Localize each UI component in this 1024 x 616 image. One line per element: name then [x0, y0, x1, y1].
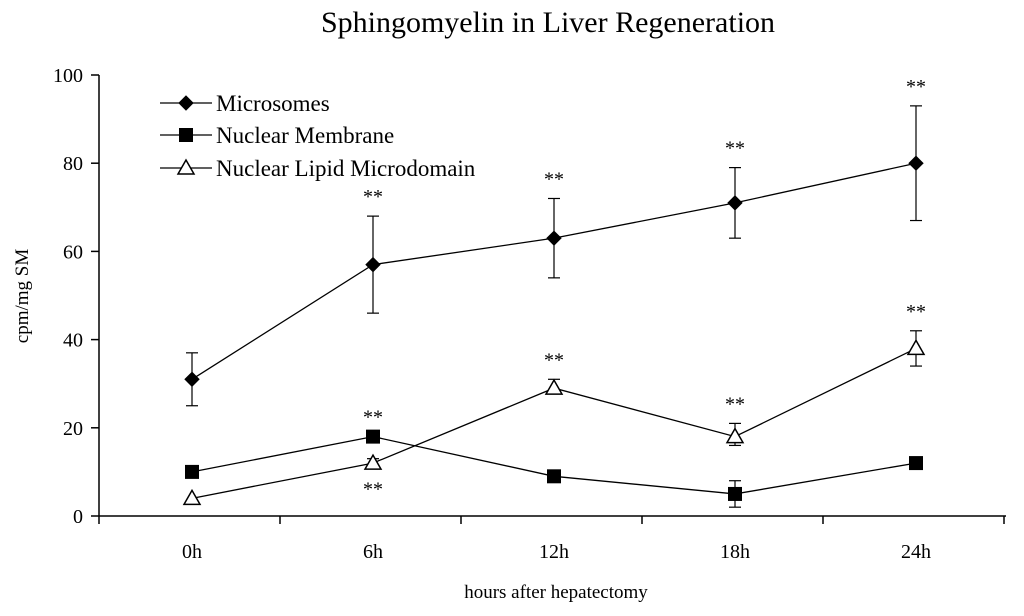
y-tick-label: 20 [63, 418, 83, 440]
data-point-diamond [546, 230, 562, 246]
y-tick-label: 40 [63, 330, 83, 352]
legend-label: Nuclear Membrane [216, 123, 394, 148]
axes: 0 20 40 60 80 100 0h 6h 12h 18h 24h [53, 65, 1006, 563]
legend-item-diamond: Microsomes [160, 91, 330, 116]
y-tick-label: 80 [63, 153, 83, 175]
series-triangle-open: ** ** ** ** [182, 301, 926, 506]
significance-marker: ** [363, 186, 383, 208]
series-layer: ** ** ** ** ** ** ** ** ** [182, 76, 926, 508]
x-tick-label: 18h [720, 541, 750, 563]
data-point-triangle-open [363, 453, 383, 470]
x-tick-label: 24h [901, 541, 931, 563]
y-tick-label: 100 [53, 65, 83, 87]
legend-item-triangle-open: Nuclear Lipid Microdomain [160, 156, 476, 181]
series-line [191, 435, 917, 495]
data-point-square [547, 469, 561, 484]
legend: Microsomes Nuclear Membrane Nuclear Lipid … [160, 91, 476, 181]
y-tick-label: 0 [73, 506, 83, 528]
data-point-square [366, 429, 380, 444]
data-point-square [185, 464, 199, 479]
data-point-square [728, 486, 742, 501]
legend-marker-triangle-open [176, 158, 196, 175]
x-tick-label: 0h [182, 541, 202, 563]
legend-label: Microsomes [216, 91, 330, 116]
significance-marker: ** [544, 168, 564, 190]
significance-marker: ** [725, 138, 745, 160]
legend-marker-diamond [178, 95, 194, 111]
data-point-square [909, 456, 923, 471]
data-point-diamond [365, 256, 381, 273]
series-square: ** [185, 407, 923, 508]
data-point-triangle-open [906, 338, 926, 356]
data-point-diamond [727, 195, 743, 211]
significance-marker: ** [363, 407, 383, 429]
significance-marker: ** [363, 478, 383, 500]
data-point-triangle-open [725, 427, 745, 444]
x-tick-label: 6h [363, 541, 383, 563]
data-point-triangle-open [544, 378, 564, 395]
x-axis-title: hours after hepatectomy [464, 582, 648, 603]
legend-marker-square [179, 128, 193, 142]
significance-marker: ** [544, 349, 564, 371]
significance-marker: ** [906, 301, 926, 323]
significance-marker: ** [725, 393, 745, 415]
y-axis-title: cpm/mg SM [12, 249, 33, 344]
x-tick-label: 12h [539, 541, 569, 563]
data-point-diamond [184, 371, 200, 387]
legend-label: Nuclear Lipid Microdomain [216, 156, 476, 181]
data-point-triangle-open [182, 488, 202, 506]
data-point-diamond [908, 155, 924, 171]
legend-item-square: Nuclear Membrane [160, 123, 394, 148]
series-diamond: ** ** ** ** [184, 76, 926, 407]
chart-title: Sphingomyelin in Liver Regeneration [321, 6, 775, 39]
y-tick-label: 60 [63, 241, 83, 263]
significance-marker: ** [906, 76, 926, 98]
